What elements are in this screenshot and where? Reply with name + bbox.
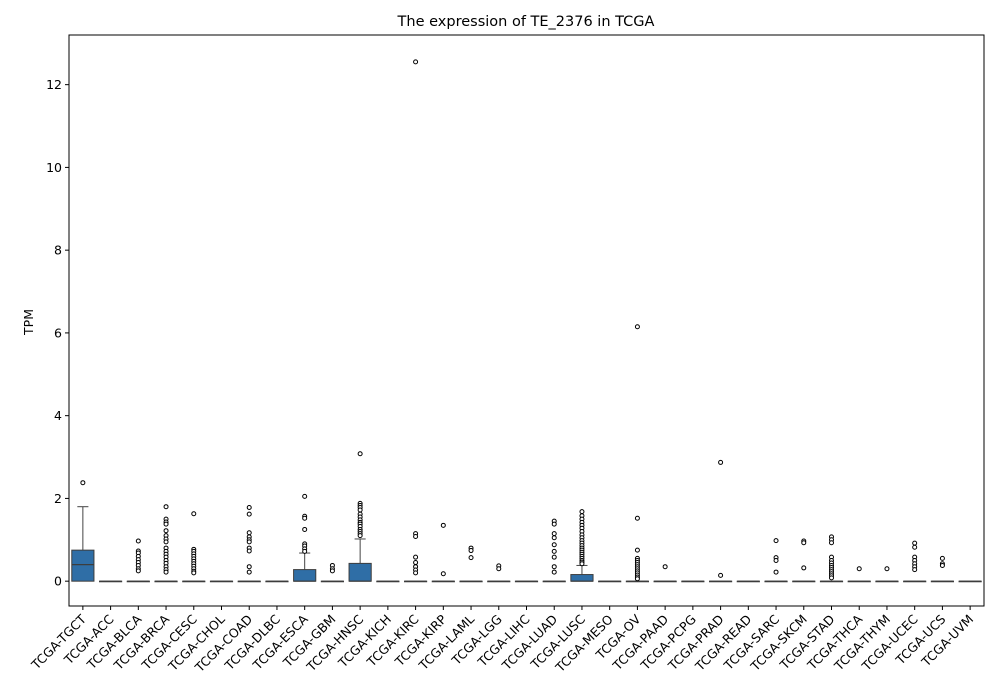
box [570,574,594,582]
outlier-point [413,560,419,566]
outlier-point [246,564,252,570]
outlier-point [191,511,197,517]
outlier-point [302,526,308,532]
outlier-point [191,570,197,576]
outlier-point [357,451,363,457]
outlier-point [551,548,557,554]
outlier-point [773,538,779,544]
outlier-point [413,59,419,65]
outlier-point [246,569,252,575]
plot-area: 024681012TCGA-TGCTTCGA-ACCTCGA-BLCATCGA-… [28,59,982,676]
outlier-point [246,505,252,511]
outlier-point [718,572,724,578]
outlier-point [357,533,363,539]
outlier-point [80,480,86,486]
outlier-point [135,568,141,574]
outlier-point [801,565,807,571]
outlier-point [468,548,474,554]
outlier-point [718,459,724,465]
outlier-point [884,566,890,572]
y-tick-label: 2 [54,491,62,506]
outlier-point [302,548,308,554]
outlier-point [551,535,557,541]
outlier-point [468,555,474,561]
outlier-point [939,555,945,561]
y-tick-label: 0 [54,574,62,589]
y-tick-label: 8 [54,243,62,258]
outlier-point [246,539,252,545]
outlier-point [246,548,252,554]
y-tick-label: 4 [54,408,62,423]
outlier-point [496,566,502,572]
outlier-point [135,538,141,544]
outlier-point [163,569,169,575]
outlier-point [551,521,557,527]
y-tick-label: 10 [46,160,62,175]
outlier-point [912,540,918,546]
outlier-point [634,576,640,582]
y-tick-label: 6 [54,325,62,340]
outlier-point [329,568,335,574]
outlier-point [302,493,308,499]
outlier-point [440,522,446,528]
outlier-point [579,561,585,567]
outlier-point [634,515,640,521]
outlier-point [829,575,834,581]
outlier-point [551,569,557,575]
outlier-point [163,539,169,545]
outlier-point [773,557,779,563]
outlier-point [912,567,918,573]
outlier-point [801,540,807,546]
outlier-point [939,562,945,568]
outlier-point [634,547,640,553]
outlier-point [357,507,363,513]
outlier-point [634,324,640,330]
outlier-point [856,566,862,572]
outlier-point [163,504,169,510]
outlier-point [163,528,169,534]
outlier-point [551,564,557,570]
outlier-point [413,533,419,539]
outlier-point [302,515,308,521]
outlier-point [662,564,668,570]
outlier-point [551,542,557,548]
outlier-point [773,569,779,575]
plot-frame [68,34,985,607]
outlier-point [413,570,419,576]
outlier-point [551,554,557,560]
box [293,569,317,582]
outlier-point [413,554,419,560]
chart-title: The expression of TE_2376 in TCGA [397,14,655,30]
outlier-point [163,521,169,527]
outlier-point [246,511,252,517]
y-axis-label: TPM [21,309,36,336]
outlier-point [912,544,918,550]
outlier-point [579,509,585,515]
outlier-point [440,571,446,577]
outlier-point [551,531,557,537]
y-tick-label: 12 [46,77,62,92]
box [348,562,372,582]
box [71,549,95,582]
outlier-point [829,540,834,546]
outlier-point [246,530,252,536]
